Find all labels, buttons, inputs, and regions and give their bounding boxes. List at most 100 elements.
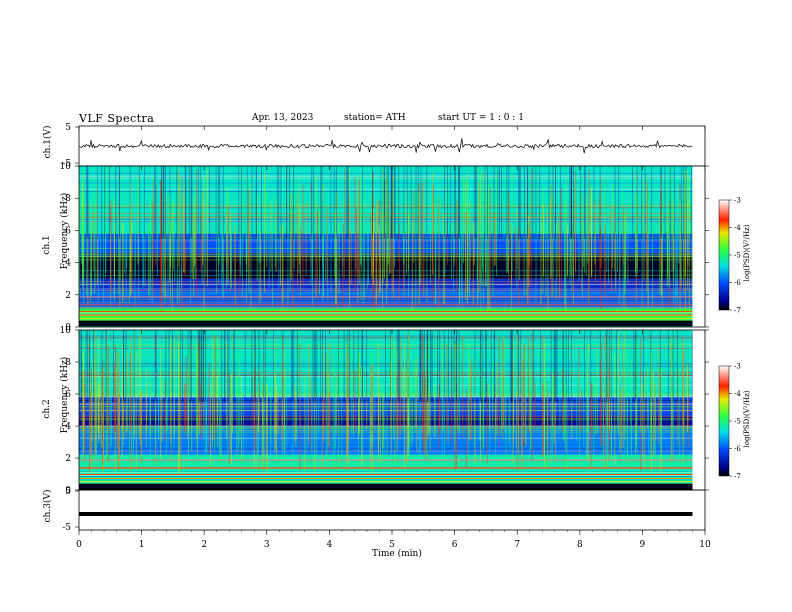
ch1-spec-sferic bbox=[591, 189, 592, 278]
ch2-spec-sferic bbox=[366, 379, 368, 429]
ch2-spec-dark-streak bbox=[291, 330, 293, 402]
ch1-spec-sferic bbox=[222, 206, 224, 300]
ch2-spec-dark-streak bbox=[361, 330, 363, 402]
ch2-spec-sferic bbox=[422, 335, 424, 454]
ch2-spec-dark-streak bbox=[484, 330, 486, 402]
ch2-spec-dark-streak bbox=[201, 330, 203, 402]
ch1-spec-dark-streak bbox=[289, 166, 290, 239]
ch1-spec-sferic bbox=[275, 198, 277, 273]
ch1-spec-sferic bbox=[675, 227, 677, 296]
ch1-spec-sferic bbox=[611, 205, 612, 291]
ch1-spec-dark-streak bbox=[251, 166, 253, 239]
ch1-spec-sferic bbox=[305, 202, 307, 276]
ch2-spec-sferic bbox=[281, 336, 283, 439]
ch1-spec-dark-streak bbox=[571, 166, 573, 239]
ch2-spec-sferic bbox=[496, 361, 498, 435]
ch1-spec-sferic bbox=[342, 223, 344, 308]
ch1-spec-dark-streak bbox=[458, 166, 459, 239]
ch1-spec-dark-streak bbox=[241, 166, 242, 239]
ch1-spec-sferic bbox=[194, 184, 196, 266]
ch2-spec-sferic bbox=[606, 360, 608, 460]
ch2-spec-sferic bbox=[425, 371, 427, 459]
ch2-spec-hline bbox=[79, 394, 693, 396]
ch1-spec-dark-streak bbox=[286, 166, 288, 239]
ch1-spec-dark-streak bbox=[109, 166, 110, 239]
ch2-spec-dark-streak bbox=[443, 330, 445, 402]
ch2-spec-hline bbox=[79, 337, 693, 339]
ch1-spec-sferic bbox=[226, 186, 228, 285]
ch1-spec-sferic bbox=[659, 212, 661, 296]
ch1-spec-sferic bbox=[446, 222, 448, 266]
ch1-spec-sferic bbox=[469, 201, 471, 298]
ch2-spec-sferic bbox=[566, 393, 568, 472]
ch2-spec-sferic bbox=[347, 386, 348, 457]
ch2-spec-sferic bbox=[254, 367, 256, 450]
ch2-spec-dark-streak bbox=[611, 330, 612, 402]
ch1-spec-sferic bbox=[98, 171, 100, 301]
ch2-spec-sferic bbox=[489, 378, 491, 451]
colorbar-ticks: -3 -4 -5 -6 -7 -3 -4 -5 -6 -7 bbox=[729, 197, 741, 481]
ch2-spec-dark-streak bbox=[397, 330, 398, 402]
ch1-spec-dark-streak bbox=[459, 166, 461, 239]
ch1-spec-hline bbox=[79, 177, 693, 179]
ch2-spec-sferic bbox=[621, 356, 623, 460]
ch3-waveform-line bbox=[79, 512, 693, 516]
ch2-spec-dark-streak bbox=[453, 330, 455, 402]
ch2-spec-sferic bbox=[682, 337, 683, 428]
ch1-spec-hline bbox=[79, 253, 693, 255]
ch2-spec-sferic bbox=[423, 380, 425, 450]
ch1-spec-hline bbox=[79, 221, 693, 222]
ch2-spec-sferic bbox=[578, 349, 580, 431]
ch1-spec-sferic bbox=[643, 179, 645, 281]
ch2-spec-dark-streak bbox=[659, 330, 661, 402]
ch2-freq-tick-label: 6 bbox=[65, 390, 71, 400]
ch1-spec-sferic bbox=[246, 176, 248, 303]
ch1-spec-dark-streak bbox=[261, 166, 262, 239]
ch1-spec-sferic bbox=[430, 229, 431, 284]
ch1-spec-dark-streak bbox=[219, 166, 221, 239]
ch1-spec-sferic bbox=[485, 180, 487, 273]
ch1-spec-sferic bbox=[366, 206, 368, 290]
ch2-spec-dark-streak bbox=[172, 330, 173, 402]
ch1-spec-dark-streak bbox=[497, 166, 499, 239]
ch1-spec-hline bbox=[79, 216, 693, 218]
ch1-spec-dark-streak bbox=[685, 166, 687, 239]
ch1-spec-dark-streak bbox=[406, 166, 408, 239]
ch1-spec-sferic bbox=[315, 177, 317, 298]
ch2-spec-sferic bbox=[462, 336, 464, 439]
ch2-spec-dark-streak bbox=[606, 330, 608, 402]
ch2-spec-sferic bbox=[562, 368, 563, 433]
ch2-spec-sferic bbox=[650, 365, 651, 456]
ch2-spec-lf-line bbox=[79, 459, 693, 461]
ch2-spec-sferic bbox=[619, 380, 620, 452]
ch2-spec-sferic bbox=[534, 381, 536, 430]
ch2-spec-sferic bbox=[530, 370, 532, 450]
ch2-spec-sferic bbox=[170, 336, 172, 444]
ch1-spec-sferic bbox=[413, 189, 415, 264]
ch2-spec-dark-streak bbox=[451, 330, 453, 402]
ch1-spec-sferic bbox=[168, 195, 170, 283]
ch1-spec-hline bbox=[79, 251, 693, 253]
ch1-spec-ylabel-frequency: Frequency (kHz) bbox=[60, 192, 70, 270]
ch1-spec-sferic bbox=[245, 201, 247, 265]
ch2-spec-sferic bbox=[523, 344, 525, 446]
ch2-spec-hline bbox=[79, 360, 693, 362]
ch1-spec-sferic bbox=[585, 196, 587, 276]
ch2-spec-hline bbox=[79, 485, 693, 486]
ch1-spec-sferic bbox=[289, 193, 291, 292]
ch1-spec-sferic bbox=[114, 222, 115, 277]
ch1-spec-sferic bbox=[99, 190, 101, 285]
ch1-spec-sferic bbox=[388, 192, 390, 275]
ch1-spec-sferic bbox=[358, 180, 360, 281]
ch2-spec-dark-streak bbox=[510, 330, 512, 402]
ch1-spec-sferic bbox=[196, 170, 198, 298]
ch1-spec-sferic bbox=[201, 210, 203, 286]
ch1-spec-hline bbox=[79, 232, 693, 234]
ch1-spec-dark-streak bbox=[320, 166, 322, 239]
ch1-spec-hline bbox=[79, 207, 693, 209]
ch2-spec-dark-streak bbox=[562, 330, 564, 402]
ch2-spec-dark-streak bbox=[221, 330, 223, 402]
ch1-spec-sferic bbox=[545, 229, 547, 297]
colorbar-tick-label: -7 bbox=[734, 473, 741, 481]
ch2-spec-sferic bbox=[683, 350, 685, 445]
